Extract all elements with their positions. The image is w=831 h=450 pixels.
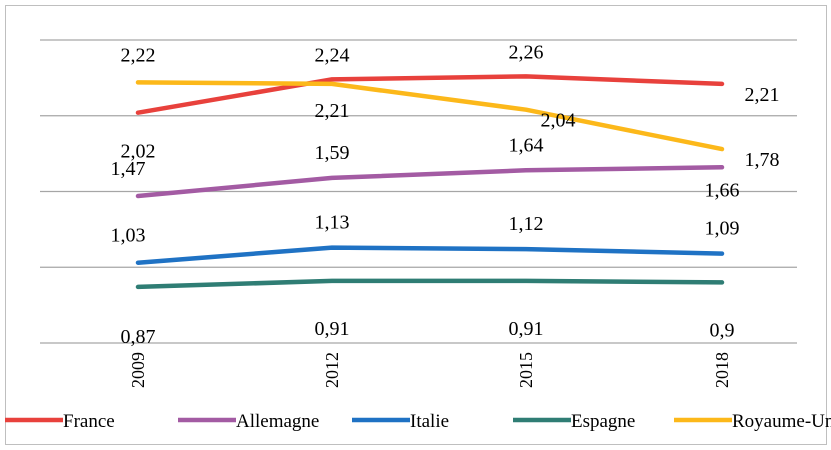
series-line-royaume-uni — [135, 80, 725, 152]
legend: France Allemagne Italie Espagne Royaume-Uni — [5, 411, 831, 432]
data-label-espagne: 0,9 — [710, 319, 735, 341]
legend-item-france: France — [5, 411, 115, 432]
series-line-france — [135, 74, 725, 115]
legend-item-italie: Italie — [352, 411, 449, 432]
data-label-royaume-uni: 2,04 — [541, 110, 576, 132]
data-label-espagne: 0,91 — [509, 318, 544, 340]
data-label-italie: 1,09 — [705, 218, 740, 240]
series-line-italie — [135, 245, 725, 265]
data-label-royaume-uni: 2,22 — [121, 44, 156, 66]
legend-label: Royaume-Uni — [732, 411, 831, 432]
legend-item-espagne: Espagne — [513, 411, 635, 432]
legend-item-royaume-uni: Royaume-Uni — [674, 411, 831, 432]
series-line-allemagne — [135, 165, 725, 199]
data-label-allemagne: 1,59 — [315, 142, 350, 164]
legend-label: France — [63, 411, 115, 432]
data-label-allemagne: 1,47 — [111, 158, 146, 180]
x-tick-label: 2009 — [128, 352, 148, 388]
data-label-royaume-uni: 2,21 — [315, 100, 350, 122]
data-label-italie: 1,03 — [111, 225, 146, 247]
data-label-france: 2,24 — [315, 44, 350, 66]
data-labels: 2,02 2,24 2,26 2,21 1,47 1,59 1,64 1,66 1,03 1,13… — [111, 41, 780, 348]
gridlines — [40, 39, 797, 344]
data-label-allemagne: 1,64 — [509, 134, 544, 156]
x-tick-label: 2018 — [712, 352, 732, 388]
data-label-espagne: 0,87 — [121, 326, 156, 348]
legend-label: Italie — [410, 411, 449, 432]
data-label-royaume-uni: 1,78 — [745, 149, 780, 171]
data-label-allemagne: 1,66 — [705, 179, 740, 201]
series-lines — [135, 74, 725, 290]
data-label-espagne: 0,91 — [315, 318, 350, 340]
data-label-italie: 1,12 — [509, 213, 544, 235]
x-axis-tick-labels: 2009 2012 2015 2018 — [128, 352, 732, 388]
x-tick-label: 2015 — [516, 352, 536, 388]
data-label-france: 2,02 — [121, 141, 156, 163]
x-tick-label: 2012 — [322, 352, 342, 388]
data-label-france: 2,21 — [745, 84, 780, 106]
legend-label: Allemagne — [236, 411, 319, 432]
series-line-espagne — [135, 278, 725, 290]
data-label-italie: 1,13 — [315, 212, 350, 234]
legend-item-allemagne: Allemagne — [178, 411, 319, 432]
legend-label: Espagne — [571, 411, 635, 432]
data-label-france: 2,26 — [509, 41, 544, 63]
